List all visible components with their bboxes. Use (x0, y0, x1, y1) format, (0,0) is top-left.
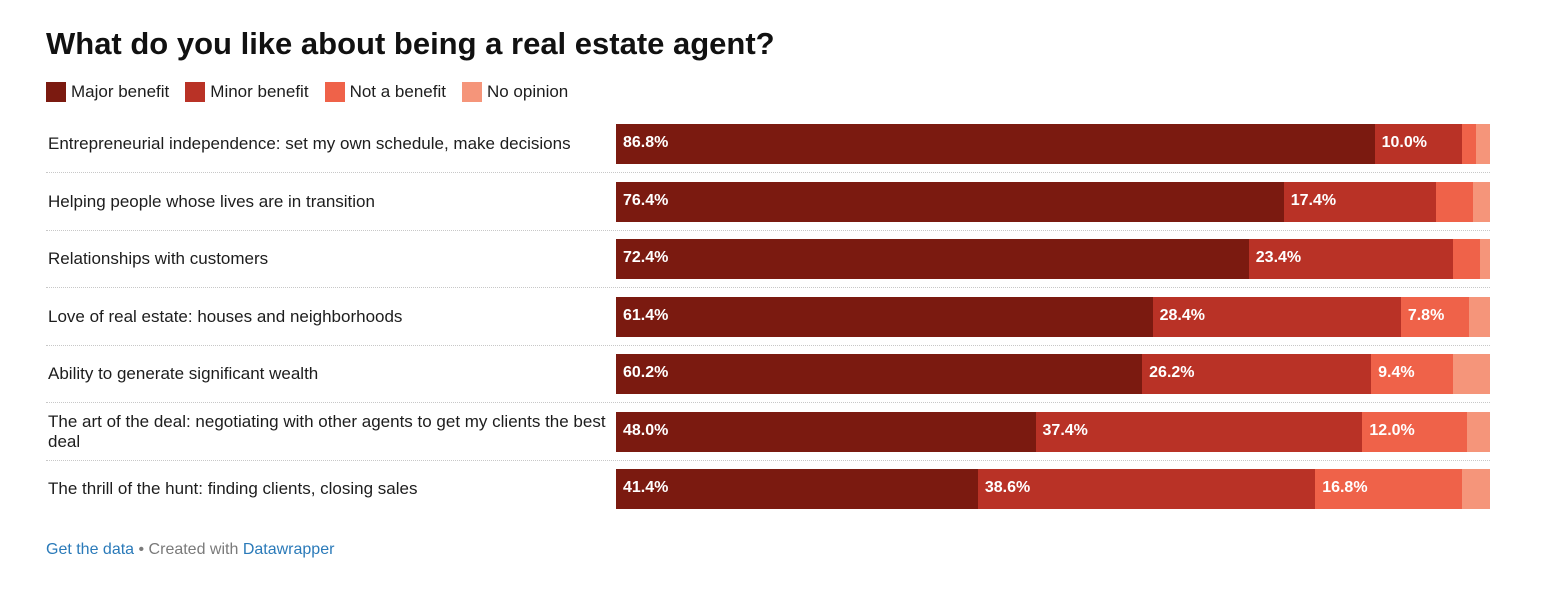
data-label: 28.4% (1159, 306, 1205, 324)
chart-row: Helping people whose lives are in transi… (46, 181, 1490, 240)
bar-segment-no-opinion (1467, 411, 1490, 452)
legend-item: Major benefit (46, 82, 169, 102)
category-label: Ability to generate significant wealth (48, 364, 319, 383)
stacked-bar: 60.2% 26.2% 9.4% (616, 354, 1490, 394)
bar-segment-no-opinion (1472, 181, 1490, 222)
stacked-bar: 72.4% 23.4% (616, 239, 1490, 279)
legend-swatch (46, 82, 66, 102)
legend-item: Not a benefit (324, 82, 446, 102)
data-label: 60.2% (623, 364, 669, 381)
data-label: 86.8% (623, 134, 669, 151)
legend-swatch (461, 82, 482, 102)
data-label: 12.0% (1369, 421, 1415, 439)
legend-label: Minor benefit (210, 82, 309, 101)
row-separator (46, 229, 1490, 231)
bar-segment-major-benefit: 76.4% (616, 181, 1284, 222)
bar-segment-no-opinion (1475, 124, 1490, 164)
chart-row: Love of real estate: houses and neighbor… (46, 296, 1490, 355)
legend-item: Minor benefit (185, 82, 309, 102)
footer: Get the data • Created with Datawrapper (46, 541, 334, 559)
bar-segment-no-opinion (1453, 354, 1490, 394)
datawrapper-link[interactable]: Datawrapper (242, 541, 335, 558)
bar-segment-not-a-benefit: 16.8% (1315, 469, 1463, 509)
data-label: 41.4% (623, 479, 669, 496)
bar-segment-minor-benefit: 37.4% (1035, 411, 1363, 452)
bar-segment-major-benefit: 41.4% (616, 469, 978, 509)
legend-swatch (185, 82, 206, 102)
bar-segment-minor-benefit: 38.6% (977, 469, 1316, 509)
data-label: 38.6% (984, 479, 1031, 496)
data-label: 23.4% (1255, 249, 1302, 266)
row-separator (46, 402, 1490, 403)
data-label: 76.4% (623, 191, 669, 209)
data-label: 9.4% (1378, 364, 1415, 381)
bar-segment-not-a-benefit (1435, 181, 1473, 222)
bar-segment-no-opinion (1480, 239, 1490, 279)
bar-segment-no-opinion (1462, 469, 1490, 509)
bar-segment-no-opinion (1469, 296, 1490, 337)
chart-row: Entrepreneurial independence: set my own… (46, 124, 1490, 182)
bar-segment-not-a-benefit: 12.0% (1362, 411, 1468, 452)
legend: Major benefit Minor benefit Not a benefit N… (46, 82, 584, 102)
chart-title: What do you like about being a real esta… (46, 26, 775, 61)
row-separator (46, 344, 1490, 346)
row-separator (46, 172, 1490, 173)
legend-swatch (324, 82, 345, 102)
stacked-bar: 86.8% 10.0% (616, 124, 1490, 164)
bar-segment-not-a-benefit: 9.4% (1371, 354, 1454, 394)
data-label: 37.4% (1042, 421, 1088, 439)
stacked-bar: 61.4% 28.4% 7.8% (616, 296, 1490, 337)
bar-segment-minor-benefit: 17.4% (1283, 181, 1436, 222)
data-label: 10.0% (1381, 134, 1427, 151)
category-label: Helping people whose lives are in transi… (48, 191, 375, 211)
stacked-bar: 48.0% 37.4% 12.0% (616, 411, 1490, 452)
category-label: The art of the deal: negotiating with ot… (48, 411, 606, 451)
bar-segment-major-benefit: 72.4% (616, 239, 1249, 279)
bar-segment-not-a-benefit (1453, 239, 1481, 279)
legend-item: No opinion (461, 82, 569, 102)
data-label: 48.0% (623, 421, 669, 439)
footer-separator: • Created with (134, 541, 243, 558)
legend-label: Major benefit (71, 82, 170, 101)
bar-segment-minor-benefit: 28.4% (1152, 296, 1401, 337)
category-label: Entrepreneurial independence: set my own… (48, 134, 571, 153)
category-label: The thrill of the hunt: finding clients,… (48, 479, 418, 498)
category-label: Relationships with customers (48, 249, 269, 268)
row-separator (46, 459, 1490, 461)
data-label: 26.2% (1149, 364, 1195, 381)
stacked-bar: 76.4% 17.4% (616, 181, 1490, 222)
data-label: 61.4% (623, 306, 669, 324)
legend-label: Not a benefit (349, 82, 446, 101)
chart-row: The art of the deal: negotiating with ot… (46, 411, 1490, 470)
data-label: 17.4% (1290, 191, 1337, 209)
bar-segment-major-benefit: 86.8% (616, 124, 1375, 164)
data-label: 7.8% (1407, 306, 1445, 324)
chart-row: Ability to generate significant wealth 60… (46, 354, 1490, 412)
legend-label: No opinion (486, 82, 569, 101)
chart-row: The thrill of the hunt: finding clients,… (46, 469, 1490, 527)
bar-segment-minor-benefit: 23.4% (1248, 239, 1454, 279)
chart-row: Relationships with customers 72.4% 23.4% (46, 239, 1490, 297)
category-label: Love of real estate: houses and neighbor… (48, 306, 403, 326)
bar-segment-minor-benefit: 26.2% (1142, 354, 1372, 394)
bar-segment-major-benefit: 60.2% (616, 354, 1143, 394)
bar-segment-major-benefit: 48.0% (616, 411, 1036, 452)
bar-segment-not-a-benefit: 7.8% (1400, 296, 1469, 337)
row-separator (46, 287, 1490, 288)
get-the-data-link[interactable]: Get the data (46, 541, 135, 558)
bar-segment-not-a-benefit (1462, 124, 1476, 164)
data-label: 16.8% (1322, 479, 1368, 496)
bar-segment-major-benefit: 61.4% (616, 296, 1153, 337)
bar-segment-minor-benefit: 10.0% (1374, 124, 1463, 164)
data-label: 72.4% (623, 249, 669, 266)
stacked-bar: 41.4% 38.6% 16.8% (616, 469, 1490, 509)
